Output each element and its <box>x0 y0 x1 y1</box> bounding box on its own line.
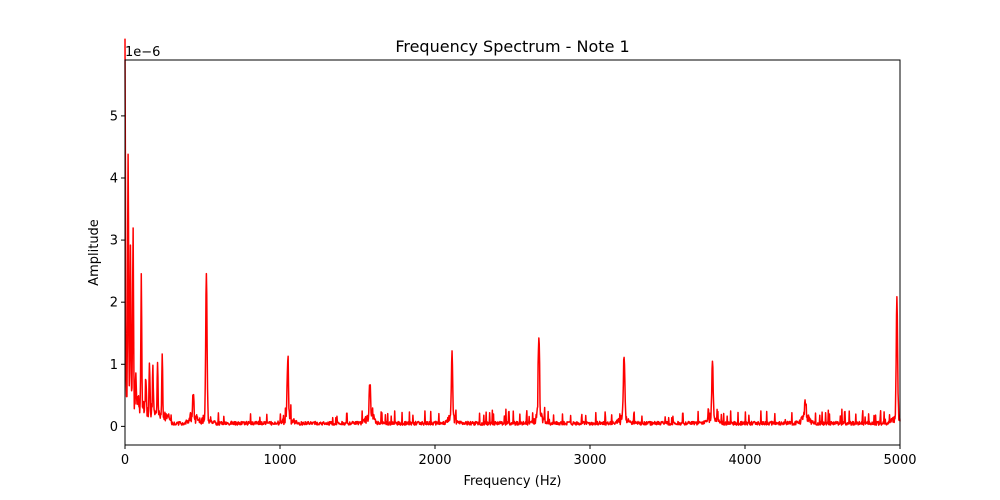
y-axis-label: Amplitude <box>87 219 102 286</box>
x-tick-label: 2000 <box>418 453 451 468</box>
x-tick-label: 1000 <box>263 453 296 468</box>
x-tick-label: 5000 <box>883 453 916 468</box>
y-tick-label: 1 <box>110 358 118 373</box>
spectrum-series-line <box>124 38 901 426</box>
x-axis: 0 1000 2000 3000 4000 5000 <box>121 445 917 468</box>
plot-area <box>124 38 901 426</box>
y-axis: 0 1 2 3 4 5 <box>110 109 125 435</box>
plot-frame <box>124 59 901 446</box>
chart-title: Frequency Spectrum - Note 1 <box>395 37 629 56</box>
x-tick-label: 3000 <box>573 453 606 468</box>
y-tick-label: 2 <box>110 296 118 311</box>
y-tick-label: 5 <box>110 109 118 124</box>
y-tick-label: 4 <box>110 171 118 186</box>
y-tick-label: 3 <box>110 234 118 249</box>
x-tick-label: 4000 <box>728 453 761 468</box>
y-tick-label: 0 <box>110 420 118 435</box>
x-tick-label: 0 <box>121 453 129 468</box>
y-offset-text: 1e−6 <box>125 45 160 60</box>
x-axis-label: Frequency (Hz) <box>463 474 561 489</box>
